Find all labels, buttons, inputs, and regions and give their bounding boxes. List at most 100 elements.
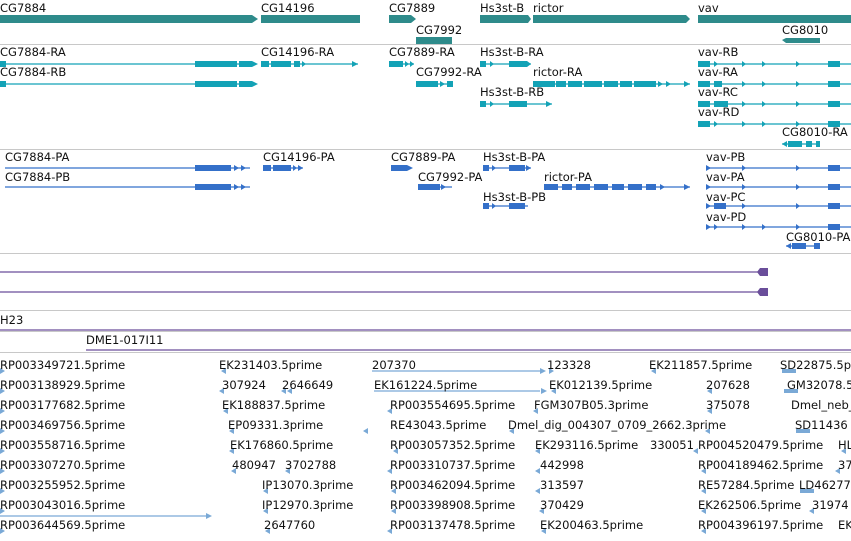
est-label[interactable]: RP004396197.5prime (698, 518, 824, 532)
est-label[interactable]: EK012139.5prime (549, 378, 653, 392)
est-label[interactable]: 207370 (372, 358, 416, 372)
gene-bar-cg14196[interactable] (261, 15, 360, 23)
est-label[interactable]: HL (838, 438, 851, 452)
transcript-label[interactable]: CG7884-RB (0, 65, 67, 79)
protein-label[interactable]: CG14196-PA (263, 150, 335, 164)
protein-label[interactable]: vav-PB (706, 150, 746, 164)
gene-label-cg14196[interactable]: CG14196 (261, 1, 315, 15)
est-label[interactable]: 307924 (222, 378, 266, 392)
gene-label-cg7884[interactable]: CG7884 (0, 1, 47, 15)
est-label[interactable]: RE57284.5prime (698, 478, 795, 492)
est-label[interactable]: EK188837.5prime (222, 398, 326, 412)
est-label[interactable]: RP003043016.5prime (0, 498, 126, 512)
transcript-label[interactable]: CG14196-RA (261, 45, 335, 59)
est-label[interactable]: 442998 (540, 458, 584, 472)
protein-label[interactable]: vav-PA (706, 170, 745, 184)
est-label[interactable]: SD11436 (795, 418, 848, 432)
est-label[interactable]: RP003310737.5prime (390, 458, 516, 472)
est-label[interactable]: RP004520479.5prime (698, 438, 824, 452)
est-label[interactable]: EK293116.5prime (535, 438, 639, 452)
gene-label-cg7889[interactable]: CG7889 (389, 1, 436, 15)
est-label[interactable]: RP003469756.5prime (0, 418, 126, 432)
transcript-label[interactable]: CG8010-RA (782, 125, 848, 139)
protein-label[interactable]: Hs3st-B-PB (483, 190, 547, 204)
gene-label-hs3st-b[interactable]: Hs3st-B (480, 1, 525, 15)
gene-bar-cg7884[interactable] (0, 15, 258, 23)
est-label[interactable]: LD46277 (799, 478, 851, 492)
gene-bar-hs3st-b[interactable] (480, 15, 531, 23)
est-label[interactable]: RP003398908.5prime (390, 498, 516, 512)
est-label[interactable]: RP004189462.5prime (698, 458, 824, 472)
est-label[interactable]: EP09331.3prime (228, 418, 324, 432)
gene-bar-cg7889[interactable] (389, 15, 416, 23)
est-label[interactable]: 2646649 (282, 378, 334, 392)
est-label[interactable]: EK200463.5prime (540, 518, 644, 532)
est-label[interactable]: RP003462094.5prime (390, 478, 516, 492)
gene-label-vav[interactable]: vav (698, 1, 719, 15)
transcript-label[interactable]: rictor-RA (533, 65, 583, 79)
est-label[interactable]: 375078 (706, 398, 750, 412)
protein-label[interactable]: CG7884-PB (5, 170, 71, 184)
est-label[interactable]: 37 (838, 458, 851, 472)
est-label[interactable]: EK231403.5prime (219, 358, 323, 372)
est-label[interactable]: RE43043.5prime (390, 418, 487, 432)
gene-label-rictor[interactable]: rictor (533, 1, 564, 15)
est-label[interactable]: 31974 (812, 498, 849, 512)
gene-bar-cg7992[interactable] (416, 37, 452, 44)
est-label[interactable]: EK (838, 518, 851, 532)
transcript-label[interactable]: CG7884-RA (0, 45, 66, 59)
est-label[interactable]: FGM307B05.3prime (534, 398, 649, 412)
transcript-label[interactable]: CG7889-RA (389, 45, 455, 59)
protein-label[interactable]: CG7884-PA (5, 150, 70, 164)
est-label[interactable]: RP003307270.5prime (0, 458, 126, 472)
transcript-label[interactable]: vav-RC (698, 85, 738, 99)
est-label[interactable]: RP003138929.5prime (0, 378, 126, 392)
est-label[interactable]: GM32078.5prime (787, 378, 851, 392)
protein-label[interactable]: vav-PC (706, 190, 746, 204)
est-label[interactable]: Dmel_dig_004307_0709_2662.3prime (508, 418, 727, 432)
est-label[interactable]: IP13070.3prime (262, 478, 354, 492)
est-label[interactable]: 207628 (706, 378, 750, 392)
est-label[interactable]: RP003349721.5prime (0, 358, 126, 372)
transcript-label[interactable]: vav-RD (698, 105, 740, 119)
est-label[interactable]: EK176860.5prime (230, 438, 334, 452)
protein-label[interactable]: vav-PD (706, 210, 747, 224)
est-label[interactable]: EK211857.5prime (649, 358, 753, 372)
est-label[interactable]: 123328 (547, 358, 591, 372)
gene-bar-rictor[interactable] (533, 15, 690, 23)
transcript-label[interactable]: Hs3st-B-RB (480, 85, 545, 99)
est-label[interactable]: 3702788 (285, 458, 337, 472)
est-label[interactable]: RP003644569.5prime (0, 518, 126, 532)
transcript-label[interactable]: Hs3st-B-RA (480, 45, 544, 59)
est-label[interactable]: RP003137478.5prime (390, 518, 516, 532)
bac-label[interactable]: DME1-017I11 (86, 333, 164, 347)
est-label[interactable]: 480947 (232, 458, 276, 472)
est-label[interactable]: RP003554695.5prime (390, 398, 516, 412)
est-label[interactable]: RP003255952.5prime (0, 478, 126, 492)
protein-label[interactable]: rictor-PA (544, 170, 592, 184)
gene-bar-cg8010[interactable] (782, 38, 820, 43)
est-label[interactable]: RP003057352.5prime (390, 438, 516, 452)
protein-label[interactable]: CG8010-PA (786, 230, 851, 244)
gene-label-cg8010[interactable]: CG8010 (782, 23, 829, 37)
est-label[interactable]: EK161224.5prime (374, 378, 478, 392)
chain-label[interactable]: H23 (0, 313, 24, 327)
est-label[interactable]: 330051 (650, 438, 694, 452)
protein-label[interactable]: Hs3st-B-PA (483, 150, 546, 164)
est-label[interactable]: EK262506.5prime (698, 498, 802, 512)
est-label[interactable]: 313597 (540, 478, 584, 492)
est-label[interactable]: SD22875.5prime (780, 358, 851, 372)
gene-label-cg7992[interactable]: CG7992 (416, 23, 463, 37)
est-label[interactable]: IP12970.3prime (262, 498, 354, 512)
transcript-label[interactable]: vav-RA (698, 65, 738, 79)
est-label[interactable]: RP003558716.5prime (0, 438, 126, 452)
est-label[interactable]: RP003177682.5prime (0, 398, 126, 412)
est-label[interactable]: Dmel_neb_ (791, 398, 851, 412)
est-label[interactable]: 2647760 (264, 518, 316, 532)
est-label[interactable]: 370429 (540, 498, 584, 512)
protein-label[interactable]: CG7992-PA (418, 170, 483, 184)
transcript-label[interactable]: vav-RB (698, 45, 739, 59)
gene-bar-vav[interactable] (698, 15, 851, 23)
protein-label[interactable]: CG7889-PA (391, 150, 456, 164)
transcript-label[interactable]: CG7992-RA (416, 65, 482, 79)
